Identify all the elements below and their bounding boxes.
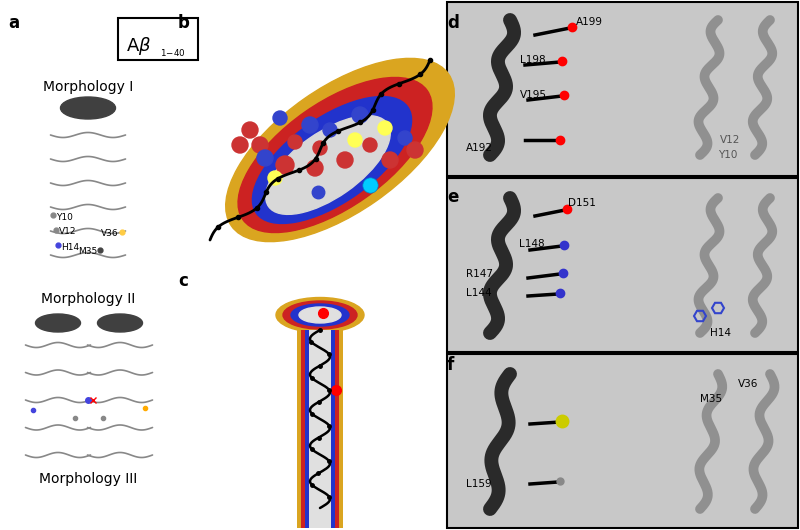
Text: Morphology III: Morphology III xyxy=(39,472,137,486)
Circle shape xyxy=(288,135,302,149)
Ellipse shape xyxy=(226,58,454,242)
Circle shape xyxy=(352,107,368,123)
Text: L198: L198 xyxy=(520,55,546,65)
Circle shape xyxy=(363,138,377,152)
Circle shape xyxy=(268,171,282,185)
Text: A$\beta$: A$\beta$ xyxy=(126,35,151,57)
Bar xyxy=(301,330,339,528)
Bar xyxy=(309,330,331,528)
Ellipse shape xyxy=(253,96,411,224)
Text: $_{1\mathrm{-}40}$: $_{1\mathrm{-}40}$ xyxy=(160,47,186,59)
Text: Y10: Y10 xyxy=(56,213,73,222)
Bar xyxy=(447,2,798,176)
Circle shape xyxy=(273,111,287,125)
Bar xyxy=(118,18,198,60)
Text: V12: V12 xyxy=(720,135,740,145)
Circle shape xyxy=(276,156,294,174)
Circle shape xyxy=(382,152,398,168)
Ellipse shape xyxy=(276,297,364,332)
Circle shape xyxy=(337,152,353,168)
Text: V195: V195 xyxy=(520,90,547,100)
Text: b: b xyxy=(178,14,190,32)
Text: Y10: Y10 xyxy=(718,150,738,160)
Ellipse shape xyxy=(61,97,115,119)
Text: H14: H14 xyxy=(61,243,79,252)
Text: R147: R147 xyxy=(466,269,493,279)
Ellipse shape xyxy=(283,301,357,329)
Text: L148: L148 xyxy=(519,239,545,249)
Text: A192: A192 xyxy=(466,143,493,153)
Circle shape xyxy=(242,122,258,138)
Text: e: e xyxy=(447,188,458,206)
Text: M35: M35 xyxy=(78,248,97,257)
Text: H14: H14 xyxy=(710,328,731,338)
Text: L159: L159 xyxy=(466,479,492,489)
Bar xyxy=(447,178,798,352)
Bar xyxy=(447,354,798,528)
Circle shape xyxy=(232,137,248,153)
Text: V12: V12 xyxy=(59,227,77,236)
Circle shape xyxy=(323,123,337,137)
Text: L144: L144 xyxy=(466,288,492,298)
Text: c: c xyxy=(178,272,188,290)
Text: Morphology II: Morphology II xyxy=(41,292,135,306)
Text: V36: V36 xyxy=(102,229,119,239)
Circle shape xyxy=(257,150,273,166)
Ellipse shape xyxy=(291,304,349,326)
Circle shape xyxy=(407,142,423,158)
Ellipse shape xyxy=(266,116,390,214)
Text: M35: M35 xyxy=(700,394,722,404)
Ellipse shape xyxy=(238,77,432,233)
Text: A199: A199 xyxy=(576,17,603,27)
Ellipse shape xyxy=(98,314,142,332)
Ellipse shape xyxy=(299,307,341,323)
Text: a: a xyxy=(8,14,19,32)
Circle shape xyxy=(378,121,392,135)
Text: d: d xyxy=(447,14,459,32)
Text: Morphology I: Morphology I xyxy=(43,80,133,94)
Bar xyxy=(297,330,343,528)
Circle shape xyxy=(307,160,323,176)
Circle shape xyxy=(398,131,412,145)
Text: f: f xyxy=(447,356,454,374)
Ellipse shape xyxy=(35,314,81,332)
Text: D151: D151 xyxy=(568,198,596,208)
Text: V36: V36 xyxy=(738,379,758,389)
Circle shape xyxy=(302,117,318,133)
Bar xyxy=(305,330,335,528)
Circle shape xyxy=(313,141,327,155)
Circle shape xyxy=(252,137,268,153)
Circle shape xyxy=(348,133,362,147)
